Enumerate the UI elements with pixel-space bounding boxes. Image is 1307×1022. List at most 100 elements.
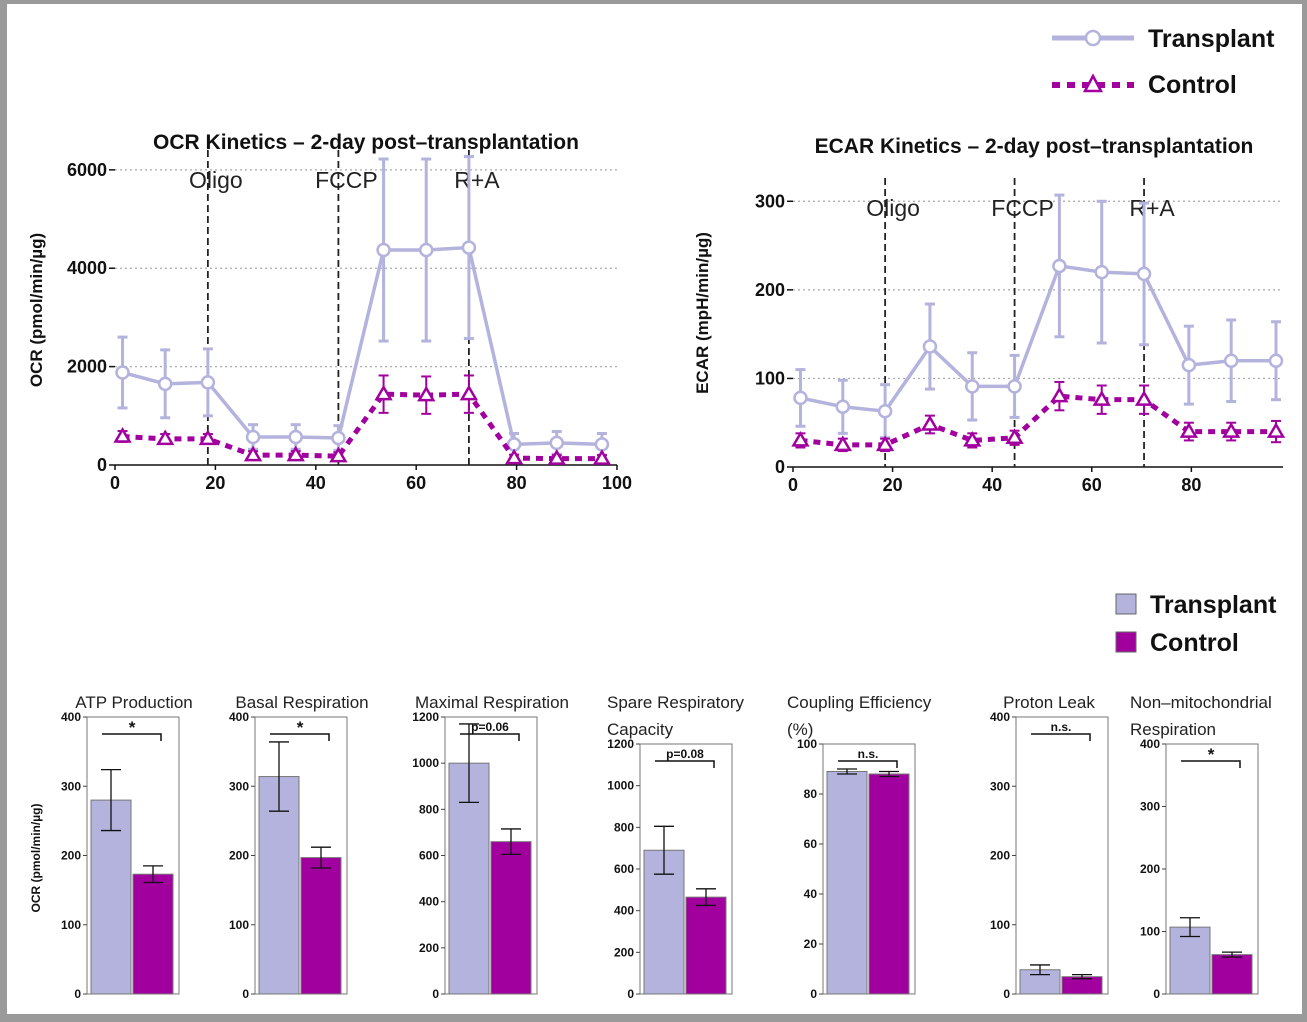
bar-y-tick-label: 200 bbox=[614, 945, 634, 959]
bar-y-tick-label: 100 bbox=[61, 918, 81, 932]
bar-y-tick-label: 600 bbox=[419, 849, 439, 863]
ocr-transplant-point bbox=[331, 430, 346, 446]
significance-bracket bbox=[270, 733, 330, 741]
ecar-control-point bbox=[1005, 428, 1024, 445]
bar-y-tick-label: 0 bbox=[1003, 987, 1010, 1001]
ocr-control-point bbox=[286, 445, 305, 462]
ocr-control-point bbox=[459, 384, 479, 401]
ocr-x-tick-label: 100 bbox=[602, 473, 632, 493]
ocr-control-point bbox=[113, 426, 132, 443]
ecar-y-tick-label: 100 bbox=[755, 368, 785, 388]
bar-y-tick-label: 100 bbox=[990, 918, 1010, 932]
ecar-transplant-point bbox=[1136, 266, 1152, 282]
bar-y-tick-label: 800 bbox=[419, 802, 439, 816]
bar-y-tick-label: 200 bbox=[61, 849, 81, 863]
ecar-transplant-point bbox=[1052, 258, 1067, 274]
bar-y-tick-label: 20 bbox=[804, 937, 818, 951]
bar-y-tick-label: 400 bbox=[990, 710, 1010, 724]
ecar-injection-label: Oligo bbox=[866, 195, 920, 221]
ocr-transplant-point bbox=[594, 437, 610, 452]
bar-y-tick-label: 0 bbox=[242, 987, 249, 1001]
ecar-control-series-line bbox=[800, 393, 1276, 448]
ecar-control-point bbox=[1092, 390, 1111, 406]
bar-y-tick-label: 400 bbox=[614, 904, 634, 918]
ecar-x-tick-label: 0 bbox=[788, 475, 798, 495]
figure-background bbox=[7, 4, 1302, 1014]
ecar-x-tick-label: 60 bbox=[1082, 475, 1102, 495]
significance-label: p=0.08 bbox=[666, 747, 704, 761]
ecar-control-point bbox=[1134, 390, 1154, 406]
bar-panel-1: ATP Production 0 100 200 300 400 * bbox=[61, 693, 193, 1001]
ocr-control-point bbox=[417, 385, 436, 402]
bar-y-tick-label: 1000 bbox=[412, 756, 439, 770]
ecar-transplant-point bbox=[1268, 353, 1284, 368]
bar-panel-7: Non–mitochondrial Respiration 0 100 200 300 40… bbox=[1130, 693, 1272, 1001]
control-bar bbox=[132, 873, 174, 995]
significance-bracket bbox=[655, 760, 715, 768]
control-bar bbox=[1211, 954, 1253, 995]
ocr-control-series-line bbox=[122, 391, 602, 462]
bar-panel-title: Respiration bbox=[1130, 720, 1216, 739]
ecar-control-point bbox=[1050, 386, 1069, 403]
ecar-transplant-point bbox=[1007, 379, 1022, 394]
bar-y-tick-label: 400 bbox=[61, 710, 81, 724]
ocr-transplant-point bbox=[157, 376, 173, 392]
bar-panel-title: Capacity bbox=[607, 720, 674, 739]
bar-panel-title: Maximal Respiration bbox=[415, 693, 569, 712]
bar-legend: Transplant Control bbox=[1115, 591, 1277, 657]
ecar-transplant-point bbox=[1181, 357, 1197, 373]
significance-bracket bbox=[1031, 733, 1091, 741]
ecar-y-tick-label: 300 bbox=[755, 191, 785, 211]
bar-y-tick-label: 200 bbox=[419, 941, 439, 955]
transplant-bar bbox=[826, 771, 868, 995]
bar-y-tick-label: 1000 bbox=[607, 779, 634, 793]
ocr-y-tick-label: 4000 bbox=[67, 258, 107, 278]
bar-panel-title: Non–mitochondrial bbox=[1130, 693, 1272, 712]
bar-y-tick-label: 80 bbox=[804, 787, 818, 801]
ecar-injection-label: R+A bbox=[1129, 195, 1175, 221]
bar-y-tick-label: 1200 bbox=[607, 737, 634, 751]
bar-panel-title: Spare Respiratory bbox=[607, 693, 745, 712]
ecar-control-point bbox=[920, 415, 940, 431]
ocr-y-tick-label: 0 bbox=[97, 455, 107, 475]
ecar-transplant-point bbox=[965, 379, 980, 394]
bar-panel-3: Maximal Respiration 0 200 400 600 800 1000 1200… bbox=[412, 693, 569, 1001]
ocr-transplant-point bbox=[245, 429, 261, 445]
ecar-transplant-point bbox=[1223, 353, 1239, 368]
bar-y-axis-label: OCR (pmol/min/µg) bbox=[29, 804, 43, 913]
transplant-bar bbox=[1169, 926, 1211, 995]
ocr-kinetics-chart: OCR Kinetics – 2-day post–transplantatio… bbox=[27, 131, 632, 493]
control-bar bbox=[490, 841, 532, 995]
ocr-transplant-point bbox=[200, 375, 216, 390]
ocr-y-tick-label: 2000 bbox=[67, 357, 107, 377]
bar-y-tick-label: 0 bbox=[432, 987, 439, 1001]
ecar-y-tick-label: 0 bbox=[775, 457, 785, 477]
ecar-chart-title: ECAR Kinetics – 2-day post–transplantati… bbox=[815, 135, 1254, 158]
bar-panel-title: Basal Respiration bbox=[235, 693, 368, 712]
significance-label: * bbox=[129, 718, 136, 737]
ocr-injection-label: FCCP bbox=[315, 167, 378, 193]
significance-bracket bbox=[838, 760, 898, 768]
legend-transplant-line-marker bbox=[1052, 29, 1134, 47]
transplant-bar bbox=[90, 799, 132, 995]
bar-panel-title: ATP Production bbox=[75, 693, 193, 712]
bar-y-tick-label: 800 bbox=[614, 820, 634, 834]
significance-label: p=0.06 bbox=[471, 720, 509, 734]
ocr-y-tick-label: 6000 bbox=[67, 160, 107, 180]
legend-control-line-marker bbox=[1052, 73, 1134, 93]
bar-y-tick-label: 60 bbox=[804, 837, 818, 851]
bar-y-tick-label: 0 bbox=[627, 987, 634, 1001]
ecar-transplant-point bbox=[793, 390, 808, 406]
ecar-y-tick-label: 200 bbox=[755, 280, 785, 300]
significance-bracket bbox=[102, 733, 162, 741]
ocr-control-point bbox=[592, 449, 612, 465]
ocr-x-tick-label: 40 bbox=[306, 473, 326, 493]
ocr-x-tick-label: 20 bbox=[205, 473, 225, 493]
bar-y-tick-label: 1200 bbox=[412, 710, 439, 724]
ocr-x-tick-label: 80 bbox=[507, 473, 527, 493]
bar-y-tick-label: 300 bbox=[1140, 800, 1160, 814]
bar-y-tick-label: 100 bbox=[229, 918, 249, 932]
control-bar bbox=[300, 857, 342, 995]
